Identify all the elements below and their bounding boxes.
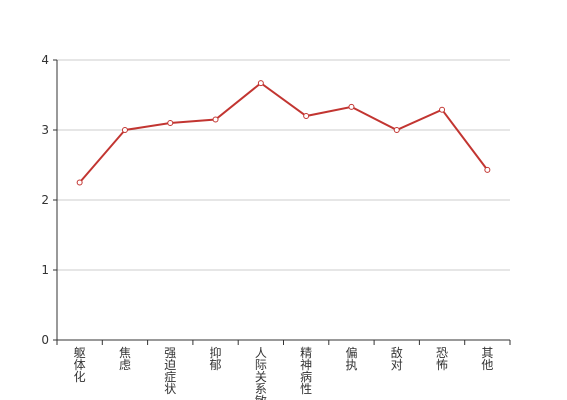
x-tick-label: 其他 <box>481 346 493 372</box>
y-tick-label: 1 <box>41 263 49 277</box>
point <box>439 106 446 113</box>
x-tick-label: 强迫症状 <box>164 346 176 396</box>
x-tick-label: 焦虑 <box>119 346 131 372</box>
x-tick-label: 人际关系敏感 <box>255 346 267 400</box>
line <box>78 81 489 184</box>
point <box>303 113 310 119</box>
point <box>212 116 219 123</box>
point <box>167 120 174 126</box>
y-tick-label: 2 <box>41 193 49 207</box>
point <box>76 179 83 186</box>
x-tick-label: 恐怖 <box>436 346 448 372</box>
x-tick-label: 偏执 <box>345 345 357 372</box>
point <box>121 127 128 133</box>
point <box>393 127 400 133</box>
x-tick-label: 精神病性 <box>300 346 312 396</box>
point <box>257 80 264 87</box>
y-tick-label: 4 <box>41 53 49 67</box>
x-tick-label: 抑郁 <box>210 345 222 372</box>
y-tick-label: 3 <box>41 123 49 137</box>
y-tick-label: 0 <box>41 333 49 347</box>
x-tick-label: 躯体化 <box>74 345 86 384</box>
point <box>484 166 491 173</box>
point <box>348 103 355 110</box>
x-tick-label: 敌对 <box>391 345 403 372</box>
